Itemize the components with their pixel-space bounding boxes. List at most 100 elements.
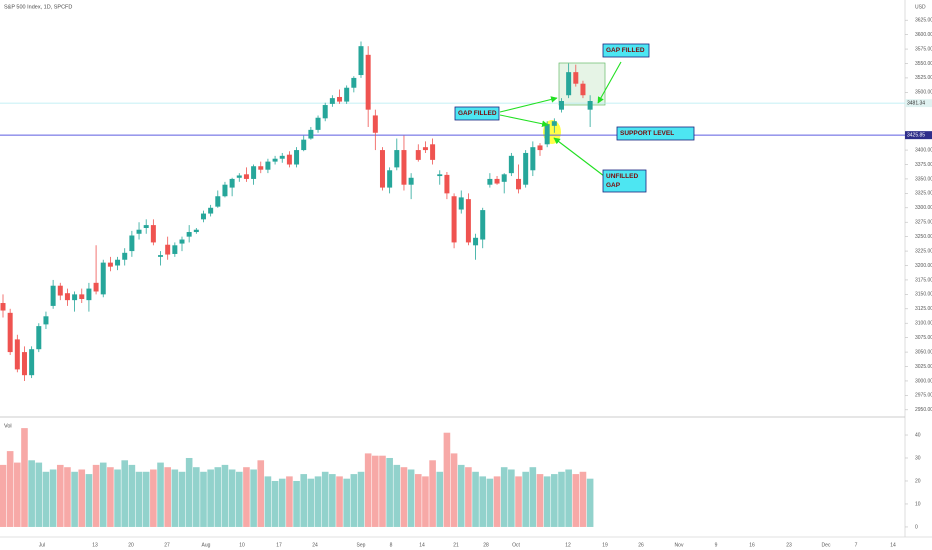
volume-bar [457,464,465,527]
x-tick-label: Dec [822,542,831,548]
volume-bar [6,451,14,527]
candle-body [365,54,371,110]
volume-bar [579,471,587,527]
annotation-text: GAP FILLED [458,110,497,117]
price-badge-label: 3481.34 [907,100,925,106]
price-badge-label: 3425.85 [907,132,925,138]
x-tick-label: 21 [453,542,459,548]
candle-body [473,237,479,246]
volume-bar [472,471,479,527]
volume-bar [572,474,580,527]
volume-tick-label: 30 [915,455,921,461]
volume-bar [450,453,458,527]
candle-body [408,177,414,185]
y-tick-label: 3125.00 [915,306,932,312]
candle-body [200,213,206,220]
y-tick-label: 3075.00 [915,335,932,341]
candle-body [286,154,292,165]
annotation-box [616,126,695,141]
volume-bar [193,467,200,527]
y-tick-label: 3525.00 [915,75,932,81]
volume-bar [42,471,50,527]
annotation-box [602,169,647,193]
candle-body [236,175,242,178]
volume-bar [515,476,522,527]
candle-body [208,207,214,214]
candle-body [337,96,343,102]
x-tick-label: 10 [239,542,245,548]
y-tick-label: 3150.00 [915,292,932,298]
candle-body [394,150,400,168]
volume-bar [228,469,236,527]
volume-tick-label: 0 [915,524,918,530]
volume-bar [329,474,336,527]
volume-bar [364,453,372,527]
candle-body [537,145,543,151]
candle-body [29,349,35,376]
candle-body [544,124,550,145]
price-badge [905,99,932,108]
volume-bar [99,462,107,527]
volume-bar [85,474,93,527]
volume-bar [128,464,136,527]
candle-body [508,155,514,174]
volume-bar [71,471,78,527]
volume-bar [551,474,558,527]
candle-body [415,150,421,160]
annotation-text: GAP [606,182,621,189]
candle-body [122,252,128,260]
y-tick-label: 3225.00 [915,248,932,254]
candle-body [172,245,178,254]
candle-body [480,210,486,240]
candle-body [251,166,257,179]
volume-bar [300,474,308,527]
candle-body [551,121,557,126]
y-tick-label: 3100.00 [915,321,932,327]
candle-body [494,178,500,184]
volume-bar [522,471,529,527]
annotation-text: GAP FILLED [606,47,645,54]
volume-bar [386,457,393,527]
y-tick-label: 3550.00 [915,61,932,67]
candle-body [372,115,378,133]
x-tick-label: 17 [276,542,282,548]
candle-body [115,259,121,266]
x-tick-label: 23 [786,542,792,548]
x-tick-label: Nov [675,542,684,548]
x-tick-label: 27 [164,542,170,548]
volume-bar [214,467,222,527]
volume-bar [207,469,214,527]
y-tick-label: 3375.00 [915,162,932,168]
volume-bar [493,476,501,527]
candle-body [530,147,536,171]
y-tick-label: 3625.00 [915,18,932,24]
grid [0,19,908,528]
candle-body [258,166,264,170]
candle-body [422,147,428,151]
annotation-box [454,106,500,121]
x-tick-label: 13 [92,542,98,548]
volume-bar [443,432,451,527]
x-tick-label: 20 [128,542,134,548]
volume-bar [28,460,35,527]
candle-body [107,262,113,267]
x-tick-label: 24 [312,542,318,548]
volume-bar [114,469,121,527]
marks [0,41,594,527]
volume-tick-label: 40 [915,432,921,438]
y-tick-label: 3325.00 [915,191,932,197]
candle-body [301,139,307,151]
candle-body [315,117,321,130]
candle-body [186,232,192,237]
candle-body [344,87,350,102]
volume-bar [49,469,57,527]
annotation-box [602,43,650,58]
candle-body [329,98,335,104]
volume-bar [343,478,350,527]
candle-body [573,72,579,84]
volume-bar [536,474,544,527]
x-tick-label: 12 [565,542,571,548]
